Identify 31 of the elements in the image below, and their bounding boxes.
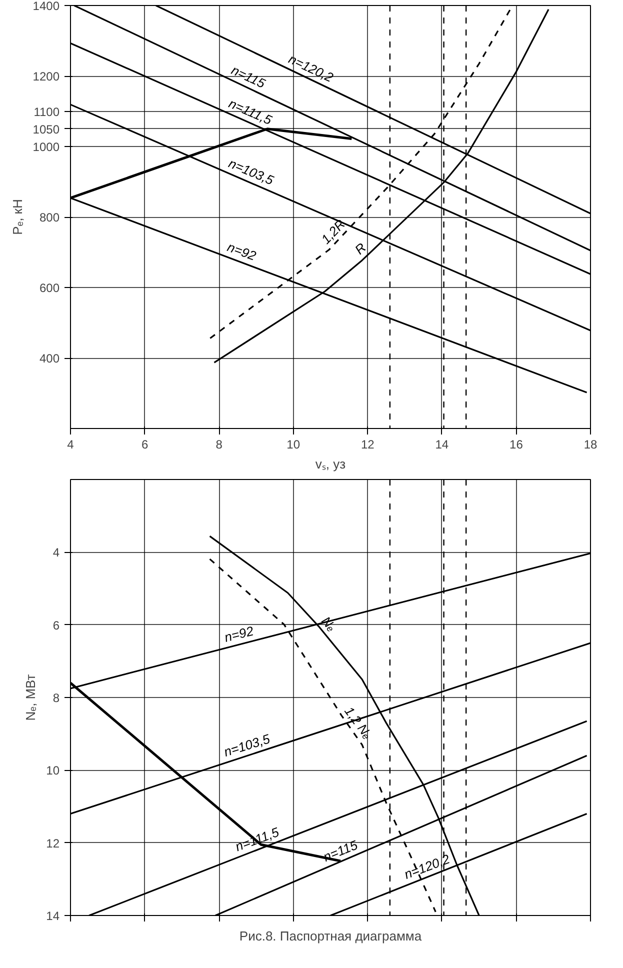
y-tick-label: 8 [52,691,60,705]
y-tick-label: 10 [46,764,60,778]
y-tick-label: 1200 [32,70,60,84]
x-tick-label: 14 [435,438,449,452]
y-tick-label: 400 [39,352,60,366]
x-axis-title: vₛ, уз [315,456,346,472]
y-tick-label: 800 [39,210,60,224]
x-tick-label: 18 [584,438,598,452]
x-tick-label: 16 [510,438,524,452]
text: n=115 [229,62,268,92]
y-axis-title: Pₑ, кН [10,199,25,235]
y-tick-label: 12 [46,836,60,850]
y-tick-label: 1400 [32,0,60,13]
text: Nₑ [318,613,340,634]
y-axis-title: Nₑ, МВт [23,674,38,721]
text: R [352,240,369,258]
y-tick-label: 14 [46,909,60,923]
x-tick-label: 6 [141,438,148,452]
y-tick-label: 1100 [34,104,60,119]
x-tick-label: 8 [216,438,223,452]
text: n=92 [222,623,256,645]
y-tick-label: 1050 [32,122,60,136]
text: Рис.8. Паспортная диаграмма [239,928,422,944]
x-tick-label: 4 [67,438,74,452]
y-tick-label: 600 [39,281,60,295]
y-tick-label: 4 [52,546,60,560]
y-tick-label: 1000 [32,140,60,154]
x-tick-label: 10 [286,438,300,452]
text: n=92 [225,239,259,264]
y-tick-label: 6 [52,618,60,632]
x-tick-label: 12 [360,438,375,452]
